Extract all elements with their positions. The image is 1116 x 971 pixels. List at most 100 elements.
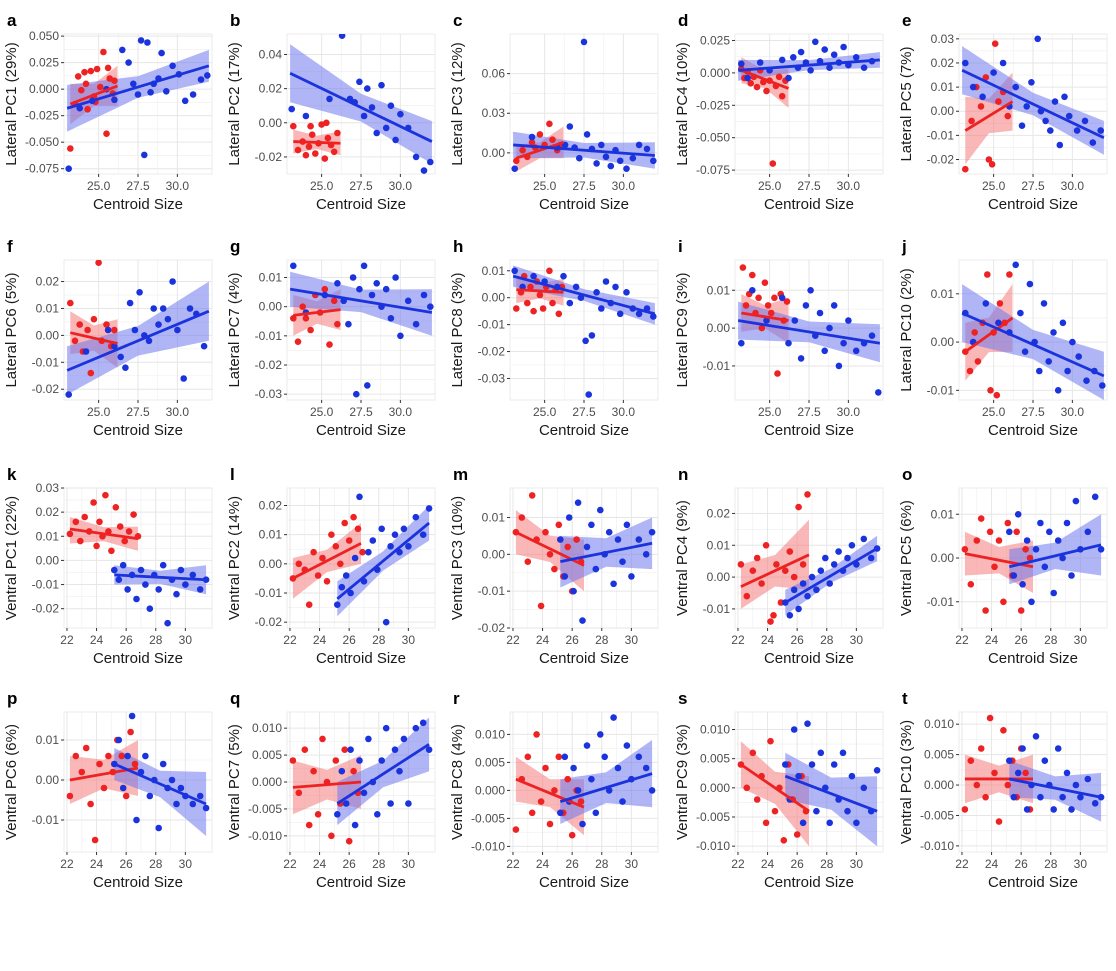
panel-e-blue-point <box>1081 117 1089 125</box>
panel-a-blue-point <box>163 88 170 95</box>
panel-d-red-point <box>778 92 786 100</box>
panel-j-letter: j <box>901 237 907 256</box>
panel-l-blue-point <box>365 548 372 556</box>
panel-i-blue-point <box>778 294 786 302</box>
panel-r-red-fit-line <box>515 777 585 809</box>
panel-n-blue-point <box>867 554 875 562</box>
panel-h-blue-point <box>593 289 600 296</box>
panel-g: 25.0 27.5 30.0 0.01 0.00 -0.01 -0.02 -0.03 Centr… <box>226 237 436 439</box>
panel-p-x-tick-label: 30 <box>179 857 193 871</box>
panel-q-y-tick-label: 0.000 <box>252 775 282 789</box>
panel-t-blue-point <box>1037 793 1044 801</box>
panel-p-red-point <box>122 792 130 800</box>
panel-m-red-point <box>542 528 549 536</box>
panel-k-blue-point <box>159 561 167 569</box>
panel-p-blue-point <box>173 800 180 808</box>
panel-f-red-point <box>111 326 118 334</box>
panel-s-blue-point <box>844 807 851 815</box>
panel-c-letter: c <box>453 11 462 30</box>
panel-g-blue-point <box>387 315 395 322</box>
panel-k-red-point <box>81 513 88 521</box>
panel-m-blue-point <box>642 551 650 558</box>
panel-i-blue-point <box>816 309 824 317</box>
panel-p-red-point <box>127 728 134 736</box>
panel-l-y-tick-label: 0.00 <box>259 557 283 571</box>
panel-s-red-point <box>749 749 757 757</box>
panel-i-red-point <box>755 294 762 302</box>
panel-n-red-point <box>786 548 794 555</box>
panel-b-red-point <box>324 134 332 142</box>
panel-s-red-point <box>767 737 774 745</box>
panel-c-marks <box>511 38 657 172</box>
panel-a-blue-point <box>137 37 145 44</box>
panel-f-blue-confidence-band <box>67 281 209 395</box>
panel-m-red-point <box>537 602 545 610</box>
panel-t-blue-point <box>1068 806 1075 813</box>
panel-h-blue-point <box>572 283 580 291</box>
panel-l-red-point <box>341 519 349 527</box>
panel-q-blue-point <box>425 746 433 753</box>
panel-h-red-point <box>536 291 544 299</box>
panel-f-red-point <box>90 315 98 323</box>
panel-s-y-axis-title: Ventral PC9 (3%) <box>674 724 691 840</box>
panel-i-red-point <box>771 294 778 302</box>
panel-k-blue-point <box>146 605 154 612</box>
panel-o-y-tick-label: 0.01 <box>931 507 955 521</box>
panel-d-blue-point <box>785 74 792 82</box>
panel-f-x-tick-label: 25.0 <box>87 405 111 419</box>
panel-c-blue-point <box>593 160 600 167</box>
panel-e-marks <box>961 35 1105 173</box>
panel-i-red-point <box>764 302 772 309</box>
panel-j-blue-point <box>1083 377 1090 385</box>
panel-r-blue-point <box>557 809 564 817</box>
panel-o-red-point <box>995 537 1003 544</box>
panel-c-blue-point <box>576 154 583 162</box>
panel-q: 22 24 26 28 30 0.010 0.005 0.000 -0.005 -0.010 Cen… <box>226 689 436 891</box>
panel-l-red-point <box>354 525 362 533</box>
panel-f-blue-point <box>104 326 112 334</box>
panel-e-blue-point <box>999 59 1007 67</box>
panel-t-blue-point <box>1050 806 1057 813</box>
panel-c-blue-point <box>583 131 591 138</box>
panel-a-red-point <box>87 67 95 75</box>
panel-n-y-tick-label: 0.00 <box>707 570 731 584</box>
panel-q-blue-point <box>374 811 381 818</box>
panel-d-marks <box>738 38 880 167</box>
panel-q-blue-point <box>347 746 354 753</box>
panel-c-red-fit-line <box>515 140 564 160</box>
panel-j-red-point <box>971 329 978 336</box>
panel-q-red-point <box>328 832 335 840</box>
panel-t-blue-point <box>1014 769 1022 777</box>
panel-a-x-tick-label: 25.0 <box>87 179 111 193</box>
panel-a-blue-point <box>158 49 165 57</box>
panel-h-red-point <box>539 305 547 312</box>
panel-g-blue-point <box>334 280 341 287</box>
panel-e-blue-point <box>1047 127 1054 134</box>
panel-q-red-point <box>350 767 357 775</box>
panel-e: 25.0 27.5 30.0 0.03 0.02 0.01 0.00 -0.01 -0.02 Ce… <box>898 11 1108 213</box>
panel-n-blue-point <box>795 605 802 613</box>
panel-g-blue-point <box>392 274 399 281</box>
panel-f-blue-point <box>180 375 187 382</box>
panel-m-x-tick-label: 24 <box>536 633 550 647</box>
panel-t-red-point <box>995 818 1003 825</box>
panel-r-x-tick-label: 26 <box>565 857 579 871</box>
panel-g-y-tick-label: 0.01 <box>259 271 283 285</box>
panel-p-x-axis-title: Centroid Size <box>93 874 183 891</box>
panel-m-blue-point <box>628 573 635 580</box>
panel-b-blue-point <box>338 34 346 39</box>
panel-c-blue-point <box>635 141 643 149</box>
panel-b-red-point <box>308 131 316 138</box>
panel-t-blue-point <box>1032 733 1040 740</box>
panel-q-y-tick-label: -0.010 <box>248 829 282 843</box>
panel-h-red-point <box>513 305 520 312</box>
panel-g-x-axis-title: Centroid Size <box>316 422 406 439</box>
panel-s-y-tick-label: -0.010 <box>696 839 730 853</box>
panel-f-blue-point <box>136 289 143 296</box>
panel-q-y-tick-label: 0.010 <box>252 721 282 735</box>
panel-i-red-point <box>761 279 769 287</box>
panel-n-blue-point <box>822 554 829 562</box>
panel-j-blue-point <box>1026 280 1034 288</box>
panel-o-blue-fit-line <box>1008 543 1102 569</box>
panel-h-red-fit-line <box>516 288 564 294</box>
